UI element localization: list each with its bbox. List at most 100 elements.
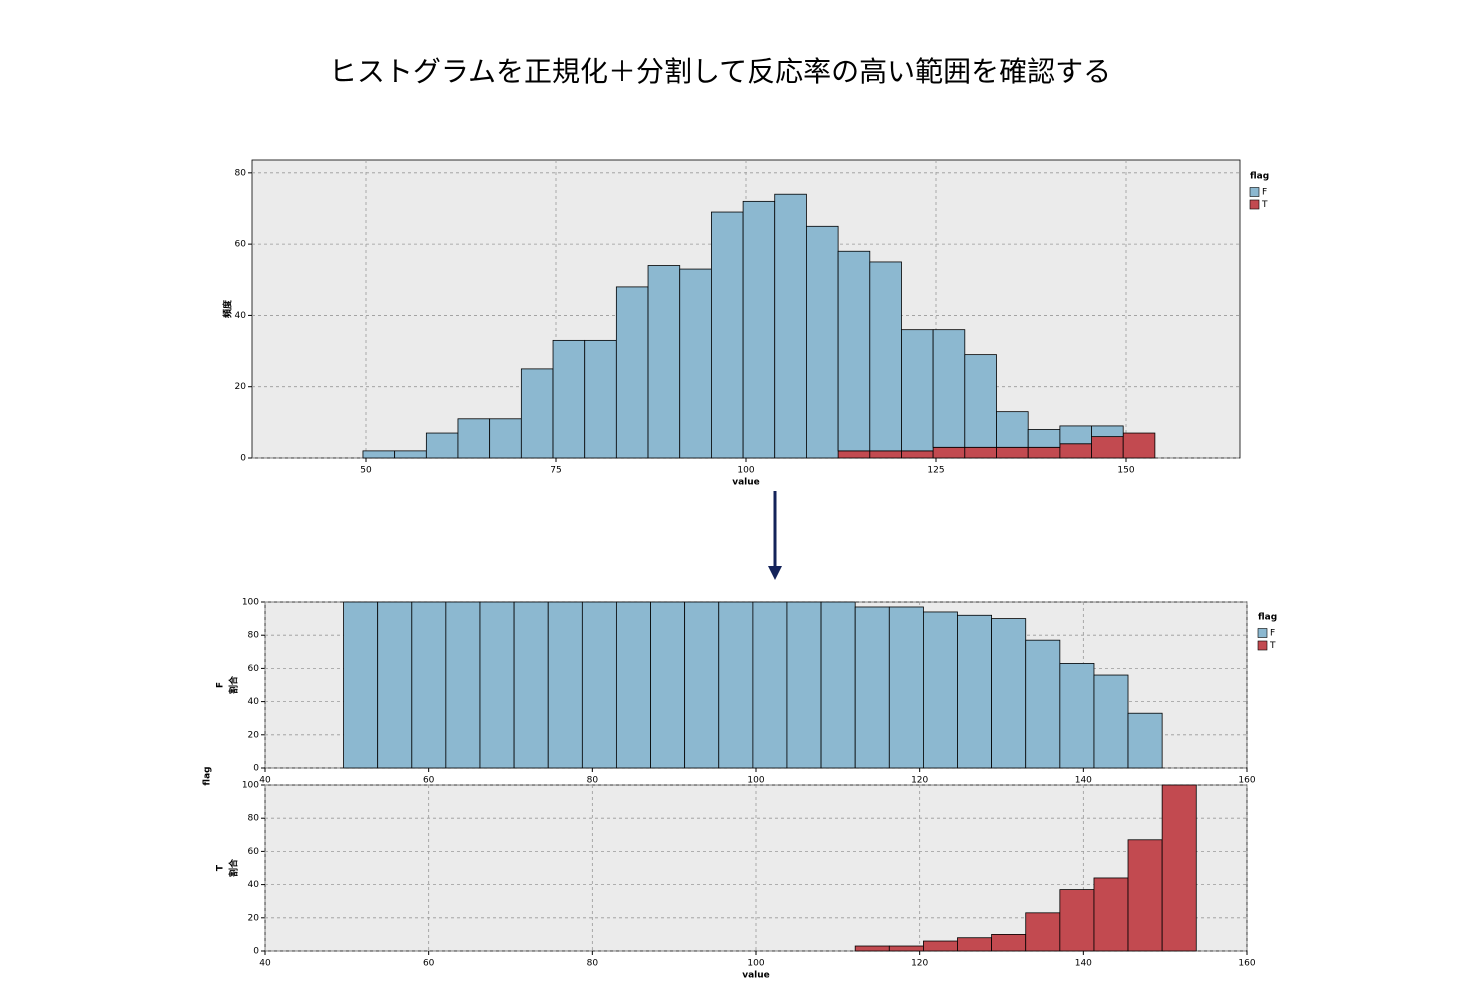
y-tick-label: 80	[248, 814, 260, 824]
bar	[1059, 425, 1092, 445]
bar	[552, 339, 586, 459]
bar	[991, 618, 1027, 769]
x-tick-label: 100	[737, 466, 754, 476]
bar	[964, 354, 997, 448]
bar	[820, 601, 856, 769]
bar	[1027, 446, 1061, 459]
bar	[932, 446, 966, 459]
legend-title: flag	[1258, 613, 1277, 623]
y-tick-label: 0	[253, 764, 259, 774]
bar	[650, 601, 686, 769]
x-tick-label: 60	[423, 959, 435, 969]
bar	[411, 601, 447, 769]
bar	[377, 601, 413, 769]
bar	[1027, 429, 1061, 448]
bar	[752, 601, 788, 769]
bar	[615, 286, 649, 459]
bar	[774, 193, 807, 459]
bar	[837, 450, 871, 459]
legend-swatch	[1249, 187, 1260, 197]
bar	[584, 339, 617, 459]
x-tick-label: 125	[927, 466, 944, 476]
bar	[679, 268, 712, 459]
y-tick-label: 40	[248, 697, 260, 707]
y-tick-label: 40	[235, 311, 247, 321]
y-axis-label: 頻度	[222, 299, 234, 318]
bar	[1091, 436, 1124, 459]
bar	[1059, 663, 1095, 769]
x-tick-label: 100	[747, 959, 764, 969]
bar	[547, 601, 583, 769]
bar	[888, 606, 924, 769]
y-tick-label: 80	[235, 168, 247, 178]
y-tick-label: 20	[248, 730, 260, 740]
bar	[786, 601, 822, 769]
bar	[901, 450, 934, 459]
bar	[394, 450, 427, 459]
bar	[854, 606, 890, 769]
bar	[1127, 839, 1163, 952]
x-tick-label: 80	[587, 776, 599, 786]
bar	[854, 945, 890, 952]
bar	[615, 601, 651, 769]
bar	[711, 211, 744, 459]
bar	[901, 329, 934, 452]
y-tick-label: 20	[248, 913, 260, 923]
legend-label: T	[1269, 641, 1276, 651]
bar	[1025, 912, 1061, 952]
bar	[684, 601, 720, 769]
bar	[1091, 425, 1124, 438]
y-tick-label: 0	[253, 947, 259, 957]
bar	[996, 446, 1029, 459]
y-tick-label: 60	[235, 240, 247, 250]
bar	[718, 601, 754, 769]
x-tick-label: 50	[360, 466, 372, 476]
bar	[957, 614, 992, 769]
bar	[869, 450, 902, 459]
x-tick-label: 140	[1075, 776, 1092, 786]
bar	[964, 446, 997, 459]
bar	[1161, 784, 1197, 952]
bar	[513, 601, 549, 769]
bar	[1059, 889, 1095, 952]
y-axis-label: 割合	[228, 858, 240, 877]
y-tick-label: 40	[248, 880, 260, 890]
bar	[647, 265, 681, 459]
x-tick-label: 40	[259, 959, 271, 969]
bar	[425, 432, 459, 459]
legend-label: F	[1270, 629, 1275, 639]
x-axis-label: value	[732, 478, 760, 488]
bar	[1127, 712, 1163, 769]
y-tick-label: 100	[242, 781, 259, 791]
x-tick-label: 80	[587, 959, 599, 969]
y-tick-label: 20	[235, 382, 247, 392]
x-tick-label: 120	[911, 959, 928, 969]
facet-label: T	[216, 864, 226, 871]
facet-label: F	[216, 682, 226, 688]
bar	[1122, 432, 1156, 459]
x-axis-label: value	[742, 971, 770, 981]
y-tick-label: 60	[248, 847, 260, 857]
bar	[957, 937, 992, 952]
bar	[923, 611, 958, 769]
bar	[489, 418, 522, 459]
bar	[1093, 877, 1129, 952]
legend-label: F	[1262, 188, 1267, 198]
bar	[343, 601, 379, 769]
bar	[991, 934, 1027, 952]
bar	[888, 945, 924, 952]
bar	[520, 368, 554, 459]
y-tick-label: 100	[242, 598, 259, 608]
bar	[923, 940, 958, 952]
x-tick-label: 150	[1117, 466, 1134, 476]
bar	[1093, 674, 1129, 769]
x-tick-label: 100	[747, 776, 764, 786]
bar	[932, 329, 966, 448]
legend-swatch	[1249, 199, 1260, 210]
x-tick-label: 140	[1075, 959, 1092, 969]
bar	[837, 250, 871, 452]
y-tick-label: 0	[240, 454, 246, 464]
legend-title: flag	[1250, 172, 1269, 182]
bar	[869, 261, 902, 452]
